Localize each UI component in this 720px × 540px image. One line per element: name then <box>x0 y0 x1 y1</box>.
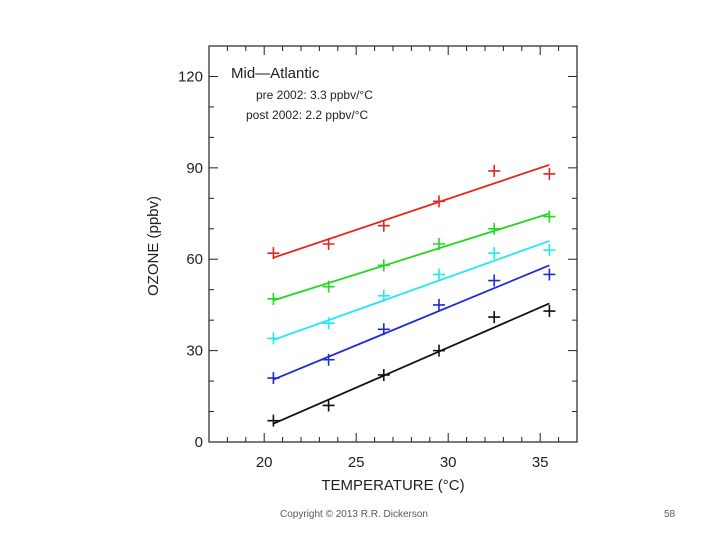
data-point-red <box>543 167 556 180</box>
data-point-green <box>377 259 390 272</box>
data-point-black <box>543 305 556 318</box>
fit-line-black <box>273 302 550 425</box>
data-point-blue <box>543 268 556 281</box>
data-point-red <box>377 219 390 232</box>
y-tick-label: 0 <box>195 434 203 451</box>
data-point-cyan <box>433 268 445 281</box>
y-tick-label: 90 <box>186 160 203 177</box>
data-point-black <box>322 399 335 412</box>
data-point-blue <box>488 274 501 287</box>
chart-title: Mid—Atlantic <box>231 65 320 82</box>
data-point-green <box>433 238 445 250</box>
data-point-red <box>267 247 280 260</box>
x-axis-label: TEMPERATURE (°C) <box>321 477 464 494</box>
annotation-post-2002: post 2002: 2.2 ppbv/°C <box>246 108 369 122</box>
annotation-pre-2002: pre 2002: 3.3 ppbv/°C <box>256 88 373 102</box>
data-point-red <box>433 195 445 208</box>
data-point-blue <box>377 323 390 336</box>
x-tick-label: 35 <box>532 454 549 471</box>
x-tick-label: 25 <box>348 454 365 471</box>
data-point-green <box>488 222 501 235</box>
data-point-cyan <box>267 332 280 345</box>
data-point-blue <box>433 298 445 311</box>
data-point-blue <box>267 372 280 385</box>
fit-line-cyan <box>273 240 550 341</box>
data-point-green <box>322 280 335 293</box>
data-point-blue <box>322 353 335 366</box>
x-tick-label: 20 <box>256 454 273 471</box>
data-point-black <box>377 368 390 381</box>
data-point-cyan <box>377 289 390 302</box>
data-point-green <box>267 292 280 305</box>
y-tick-label: 30 <box>186 343 203 360</box>
data-point-black <box>433 344 445 357</box>
data-point-green <box>543 210 556 223</box>
data-point-black <box>488 311 501 324</box>
data-point-black <box>267 414 280 427</box>
data-point-cyan <box>322 317 335 330</box>
y-axis-label: OZONE (ppbv) <box>145 196 162 296</box>
data-point-red <box>488 164 501 177</box>
y-tick-label: 60 <box>186 251 203 268</box>
x-tick-label: 30 <box>440 454 457 471</box>
fit-line-blue <box>273 264 550 381</box>
data-point-cyan <box>488 247 501 260</box>
data-point-red <box>322 238 335 250</box>
fit-line-green <box>273 212 550 302</box>
data-point-cyan <box>543 244 556 257</box>
plot-frame <box>208 45 578 443</box>
page-number: 58 <box>664 509 676 520</box>
copyright-text: Copyright © 2013 R.R. Dickerson <box>280 509 428 520</box>
fit-line-red <box>273 163 550 259</box>
y-tick-label: 120 <box>178 68 203 85</box>
